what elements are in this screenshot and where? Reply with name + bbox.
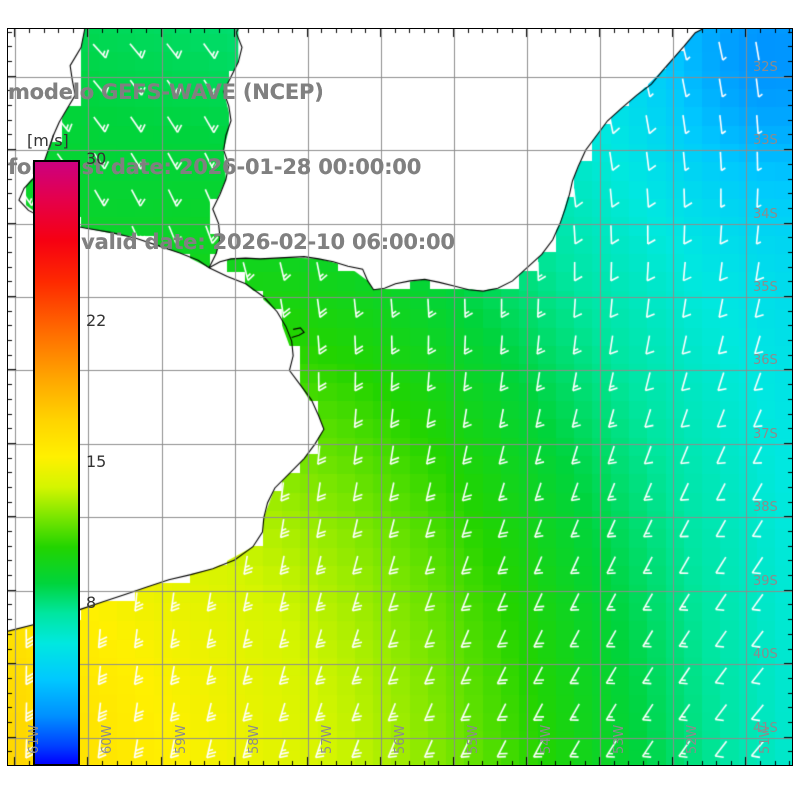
colorbar-tick-8: 8 <box>86 593 97 613</box>
longitude-label-60W: 60W <box>100 724 116 754</box>
map-plot-area[interactable] <box>7 28 793 766</box>
colorbar[interactable] <box>33 160 80 766</box>
axis-ticks-left <box>7 28 17 766</box>
longitude-label-59W: 59W <box>173 724 189 754</box>
map-title: modelo GEFS-WAVE (NCEP) forecast date: 2… <box>8 30 528 305</box>
title-line-forecast: forecast date: 2026-01-28 00:00:00 <box>8 155 422 179</box>
graticule-grid <box>8 29 792 765</box>
longitude-label-55W: 55W <box>466 724 481 754</box>
latitude-label-32S: 32S <box>753 59 778 75</box>
axis-ticks-right <box>783 28 793 766</box>
longitude-label-52W: 52W <box>685 724 701 754</box>
title-line-model: modelo GEFS-WAVE (NCEP) <box>8 80 324 104</box>
latitude-label-41S: 41S <box>753 720 778 736</box>
latitude-label-35S: 35S <box>753 280 778 296</box>
colorbar-tick-30: 30 <box>86 149 107 168</box>
colorbar-tick-15: 15 <box>86 452 107 471</box>
longitude-label-54W: 54W <box>539 724 555 754</box>
longitude-label-56W: 56W <box>392 724 408 754</box>
longitude-label-58W: 58W <box>246 724 262 754</box>
longitude-label-53W: 53W <box>612 724 628 754</box>
latitude-label-39S: 39S <box>753 573 778 589</box>
latitude-label-40S: 40S <box>753 647 778 663</box>
longitude-label-57W: 57W <box>319 724 335 754</box>
colorbar-gradient <box>33 160 80 766</box>
axis-ticks-top <box>7 28 793 38</box>
latitude-label-38S: 38S <box>753 500 778 516</box>
colorbar-unit-label: [m/s] <box>27 131 69 150</box>
title-line-valid: valid date: 2026-02-10 06:00:00 <box>81 230 455 254</box>
latitude-label-33S: 33S <box>753 133 778 149</box>
latitude-label-34S: 34S <box>753 206 778 222</box>
colorbar-tick-22: 22 <box>86 310 107 330</box>
latitude-label-36S: 36S <box>753 353 778 369</box>
longitude-label-61W: 61W <box>27 724 43 754</box>
axis-ticks-bottom <box>7 756 793 766</box>
latitude-label-37S: 37S <box>753 426 778 442</box>
